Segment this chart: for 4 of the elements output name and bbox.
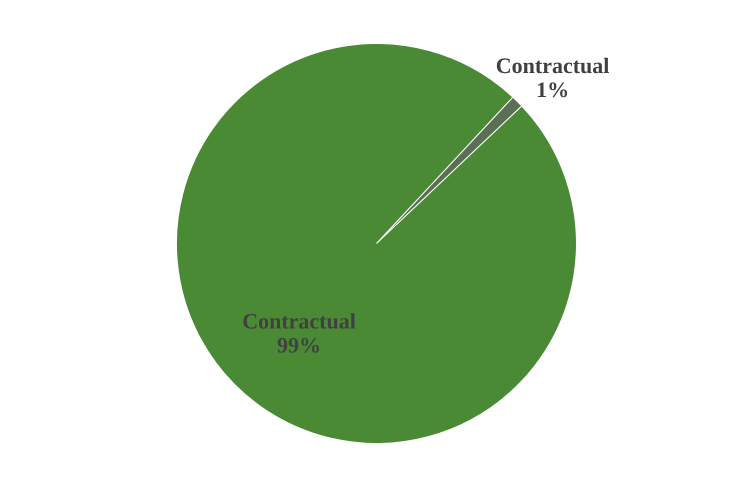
data-label: 99%: [277, 332, 322, 358]
slice-label: Contractual: [496, 53, 610, 78]
slice-label: Contractual: [242, 308, 356, 334]
data-label: 1%: [536, 77, 570, 102]
